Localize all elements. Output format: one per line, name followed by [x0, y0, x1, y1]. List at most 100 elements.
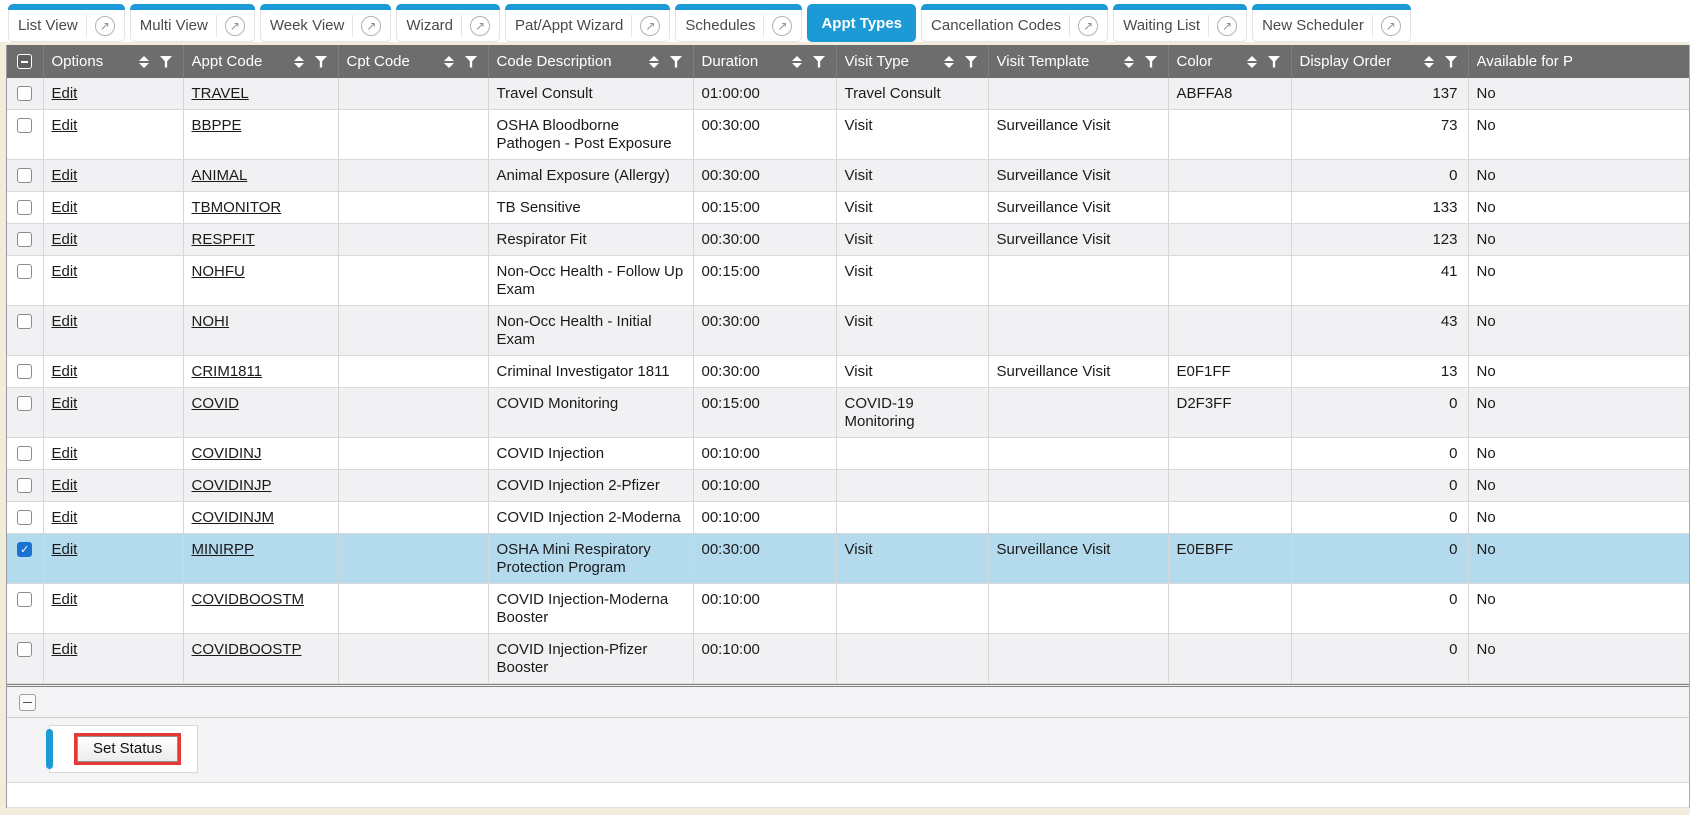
filter-icon[interactable] [812, 55, 826, 68]
row-checkbox[interactable]: ✓ [17, 542, 33, 557]
appt-code-link[interactable]: COVID [191, 395, 240, 412]
appt-code-link[interactable]: COVIDINJP [191, 477, 272, 494]
filter-icon[interactable] [1144, 55, 1158, 68]
appt-code-link[interactable]: COVIDBOOSTP [191, 641, 302, 658]
edit-link[interactable]: Edit [51, 85, 78, 102]
cell-duration: 00:30:00 [692, 109, 836, 160]
edit-link[interactable]: Edit [51, 591, 78, 608]
open-in-new-window-icon[interactable]: ↗ [1380, 15, 1401, 36]
filter-icon[interactable] [964, 55, 978, 68]
open-in-new-window-icon[interactable]: ↗ [772, 15, 793, 36]
open-in-new-window-icon[interactable]: ↗ [361, 15, 382, 36]
column-header-label: Code Description [496, 53, 612, 70]
cell-options: Edit [42, 355, 183, 388]
open-in-new-window-icon[interactable]: ↗ [470, 15, 491, 36]
set-status-button[interactable]: Set Status [77, 736, 179, 762]
tab-cancellation-codes[interactable]: Cancellation Codes ↗ [921, 4, 1109, 42]
cell-checkbox [7, 305, 43, 356]
tab-new-scheduler[interactable]: New Scheduler ↗ [1252, 4, 1411, 42]
appt-code-link[interactable]: COVIDINJ [191, 445, 262, 462]
cell-duration: 00:15:00 [692, 255, 836, 306]
filter-icon[interactable] [1267, 55, 1281, 68]
edit-link[interactable]: Edit [51, 395, 78, 412]
edit-link[interactable]: Edit [51, 509, 78, 526]
row-checkbox[interactable] [17, 86, 33, 101]
open-in-new-window-icon[interactable]: ↗ [1078, 15, 1099, 36]
sort-icon[interactable] [1246, 55, 1257, 68]
tab-week-view[interactable]: Week View ↗ [259, 4, 392, 42]
edit-link[interactable]: Edit [51, 641, 78, 658]
open-in-new-window-icon[interactable]: ↗ [224, 15, 245, 36]
table-row: Edit COVIDBOOSTP COVID Injection-Pfizer Bo… [7, 633, 1689, 684]
edit-link[interactable]: Edit [51, 199, 78, 216]
cell-display-order: 137 [1290, 78, 1468, 110]
actions-panel: Set Status [46, 725, 199, 773]
sort-icon[interactable] [293, 55, 304, 68]
cell-visit-template: Surveillance Visit [987, 159, 1168, 192]
row-checkbox[interactable] [17, 200, 33, 215]
appt-code-link[interactable]: COVIDBOOSTM [191, 591, 305, 608]
open-in-new-window-icon[interactable]: ↗ [640, 15, 661, 36]
row-checkbox[interactable] [17, 592, 33, 607]
tab-multi-view[interactable]: Multi View ↗ [129, 4, 255, 42]
sort-icon[interactable] [648, 55, 659, 68]
edit-link[interactable]: Edit [51, 231, 78, 248]
tab-wizard[interactable]: Wizard ↗ [396, 4, 501, 42]
tab-schedules[interactable]: Schedules ↗ [675, 4, 803, 42]
cell-color [1167, 633, 1291, 684]
appt-code-link[interactable]: ANIMAL [191, 167, 248, 184]
row-checkbox[interactable] [17, 264, 33, 279]
appt-code-link[interactable]: BBPPE [191, 117, 242, 134]
cell-checkbox [7, 109, 43, 160]
sort-icon[interactable] [791, 55, 802, 68]
filter-icon[interactable] [1444, 55, 1458, 68]
tab-appt-types[interactable]: Appt Types [807, 4, 917, 42]
sort-icon[interactable] [943, 55, 954, 68]
row-checkbox[interactable] [17, 396, 33, 411]
select-all-checkbox[interactable] [17, 54, 33, 69]
sort-icon[interactable] [1123, 55, 1134, 68]
collapse-minus-icon[interactable] [19, 694, 36, 711]
appt-code-link[interactable]: NOHFU [191, 263, 245, 280]
appt-code-link[interactable]: COVIDINJM [191, 509, 275, 526]
tab-pat-appt-wizard[interactable]: Pat/Appt Wizard ↗ [505, 4, 671, 42]
appt-code-link[interactable]: RESPFIT [191, 231, 255, 248]
edit-link[interactable]: Edit [51, 477, 78, 494]
tab-list-view[interactable]: List View ↗ [8, 4, 125, 42]
edit-link[interactable]: Edit [51, 445, 78, 462]
appt-code-link[interactable]: MINIRPP [191, 541, 255, 558]
sort-icon[interactable] [1423, 55, 1434, 68]
edit-link[interactable]: Edit [51, 541, 78, 558]
cell-appt-code: NOHFU [182, 255, 338, 306]
sort-icon[interactable] [443, 55, 454, 68]
open-in-new-window-icon[interactable]: ↗ [1217, 15, 1238, 36]
cell-display-order: 133 [1290, 191, 1468, 224]
appt-code-link[interactable]: TRAVEL [191, 85, 249, 102]
row-checkbox[interactable] [17, 446, 33, 461]
edit-link[interactable]: Edit [51, 117, 78, 134]
edit-link[interactable]: Edit [51, 363, 78, 380]
open-in-new-window-icon[interactable]: ↗ [94, 15, 115, 36]
row-checkbox[interactable] [17, 314, 33, 329]
row-checkbox[interactable] [17, 642, 33, 657]
appt-code-link[interactable]: CRIM1811 [191, 363, 263, 380]
filter-icon[interactable] [669, 55, 683, 68]
appt-code-link[interactable]: NOHI [191, 313, 230, 330]
filter-icon[interactable] [159, 55, 173, 68]
tab-waiting-list[interactable]: Waiting List ↗ [1113, 4, 1248, 42]
edit-link[interactable]: Edit [51, 263, 78, 280]
row-checkbox[interactable] [17, 364, 33, 379]
row-checkbox[interactable] [17, 232, 33, 247]
row-checkbox[interactable] [17, 168, 33, 183]
row-checkbox[interactable] [17, 118, 33, 133]
edit-link[interactable]: Edit [51, 313, 78, 330]
sort-icon[interactable] [138, 55, 149, 68]
cell-duration: 00:10:00 [692, 633, 836, 684]
filter-icon[interactable] [464, 55, 478, 68]
appt-code-link[interactable]: TBMONITOR [191, 199, 282, 216]
edit-link[interactable]: Edit [51, 167, 78, 184]
row-checkbox[interactable] [17, 510, 33, 525]
filter-icon[interactable] [314, 55, 328, 68]
row-checkbox[interactable] [17, 478, 33, 493]
cell-appt-code: COVIDBOOSTP [182, 633, 338, 684]
